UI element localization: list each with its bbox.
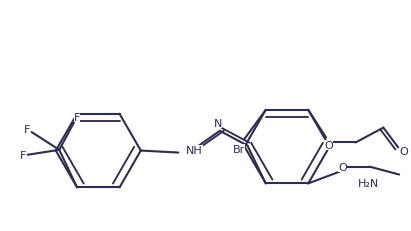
Text: O: O — [325, 141, 333, 151]
Text: F: F — [20, 150, 26, 160]
Text: O: O — [339, 162, 347, 172]
Text: H₂N: H₂N — [358, 179, 379, 188]
Text: F: F — [23, 125, 30, 134]
Text: O: O — [400, 147, 409, 157]
Text: NH: NH — [186, 145, 203, 155]
Text: Br: Br — [233, 145, 245, 155]
Text: N: N — [214, 119, 222, 128]
Text: F: F — [74, 113, 80, 123]
